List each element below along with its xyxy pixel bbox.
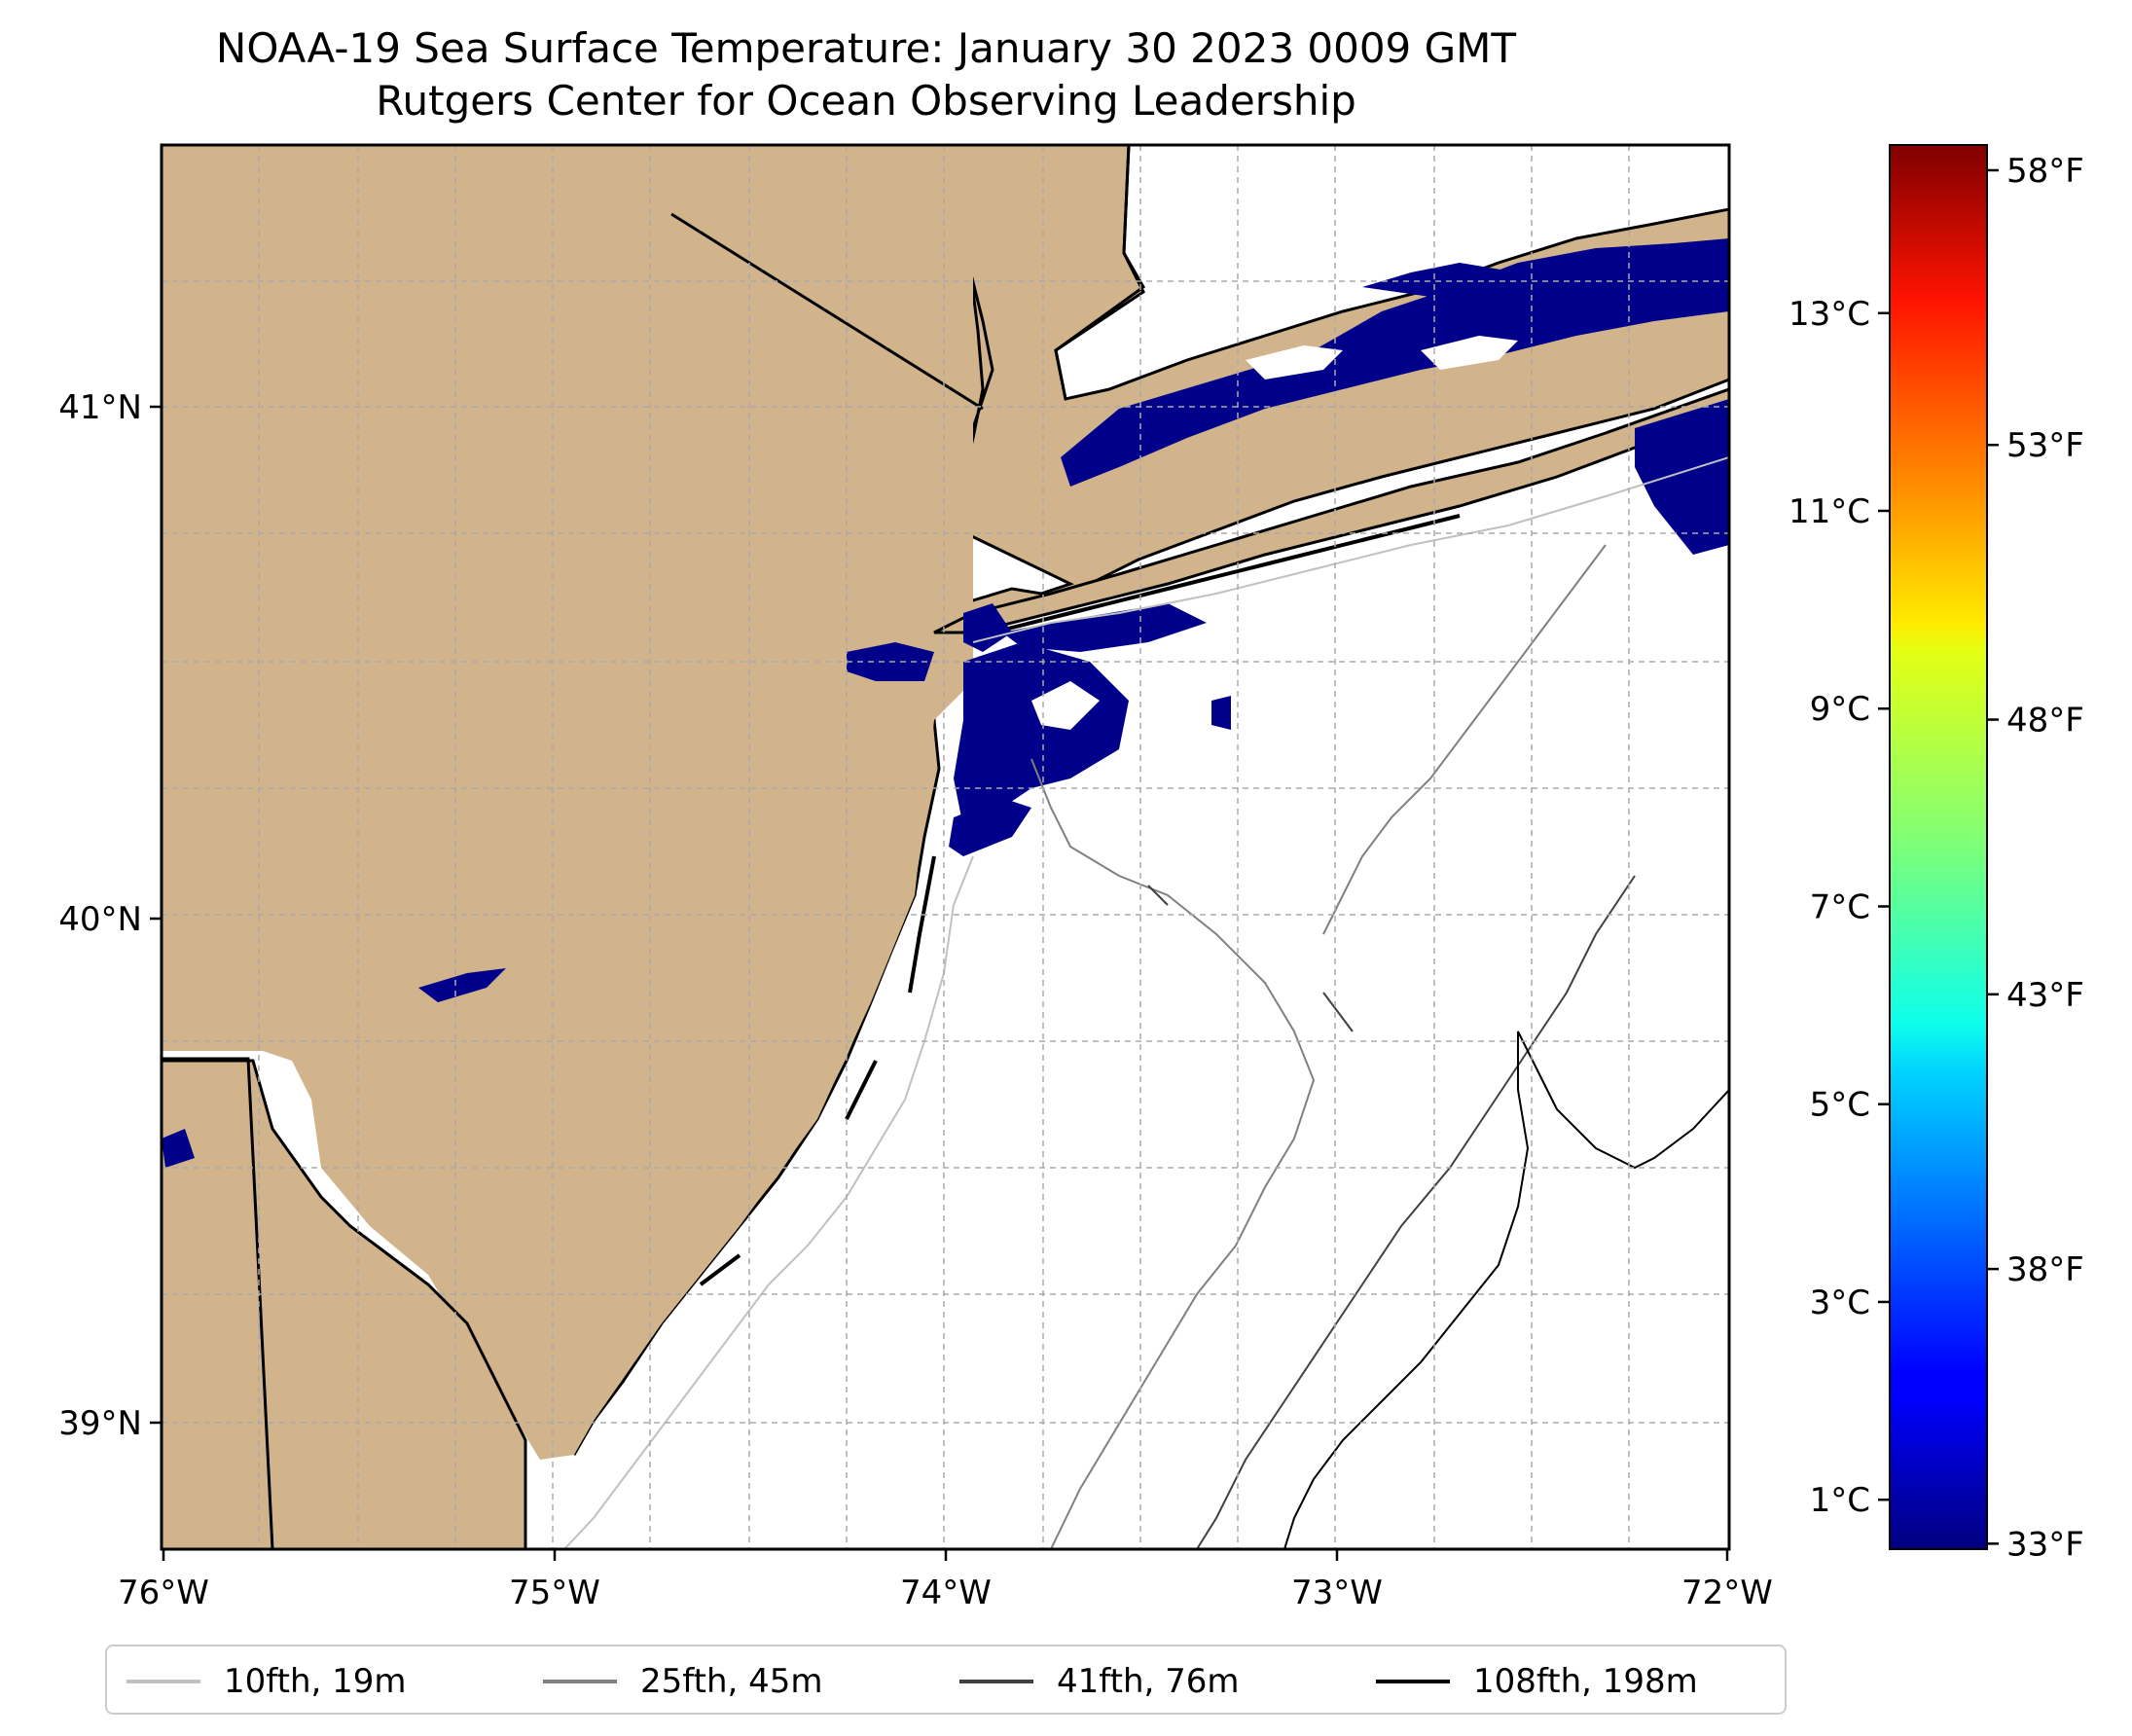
lat-tick-label: 39°N (58, 1404, 142, 1443)
contour-108fth (1283, 1031, 1729, 1549)
legend-item: 108fth, 198m (1376, 1646, 1698, 1717)
colorbar-fahrenheit-label: 43°F (2006, 976, 2084, 1015)
axis-ticks (150, 405, 1729, 1561)
legend-swatch (1376, 1680, 1450, 1683)
legend-item: 25fth, 45m (543, 1646, 823, 1717)
lon-tick-label: 72°W (1681, 1573, 1773, 1612)
colorbar (1889, 144, 1988, 1550)
colorbar-ticks: 13°C 11°C 9°C 7°C 5°C 3°C 1°C 58°F 53°F 48°F 43°F 3… (1789, 152, 2084, 1564)
colorbar-fahrenheit-label: 48°F (2006, 702, 2084, 741)
colorbar-fahrenheit-label: 38°F (2006, 1250, 2084, 1289)
colorbar-celsius-label: 9°C (1810, 690, 1870, 729)
colorbar-celsius-label: 7°C (1810, 887, 1870, 926)
contour-41fth (1147, 875, 1636, 1549)
legend-swatch (959, 1680, 1033, 1683)
lat-tick-label: 40°N (58, 900, 142, 939)
legend-label: 10fth, 19m (224, 1662, 407, 1701)
colorbar-celsius-label: 11°C (1789, 492, 1870, 531)
legend-swatch (126, 1680, 200, 1683)
colorbar-fahrenheit-label: 33°F (2006, 1525, 2084, 1564)
lon-tick-label: 75°W (509, 1573, 600, 1612)
contour-legend: 10fth, 19m 25fth, 45m 41fth, 76m 108fth,… (105, 1645, 1787, 1715)
colorbar-fahrenheit-label: 58°F (2006, 152, 2084, 191)
long-island (933, 387, 1729, 634)
land-west (162, 145, 973, 1460)
contour-25fth (1030, 544, 1607, 1549)
lon-tick-label: 73°W (1291, 1573, 1383, 1612)
colorbar-celsius-label: 13°C (1789, 295, 1870, 334)
lon-tick-label: 74°W (900, 1573, 992, 1612)
legend-label: 108fth, 198m (1473, 1662, 1698, 1701)
legend-swatch (543, 1680, 617, 1683)
legend-item: 10fth, 19m (126, 1646, 407, 1717)
sst-cold-patches (162, 238, 1729, 1168)
map-title: NOAA-19 Sea Surface Temperature: January… (215, 24, 1517, 72)
map-subtitle: Rutgers Center for Ocean Observing Leade… (376, 77, 1356, 125)
lat-tick-label: 41°N (58, 388, 142, 427)
sst-gaps (1031, 336, 1518, 730)
colorbar-fahrenheit-label: 53°F (2006, 426, 2084, 465)
colorbar-celsius-label: 5°C (1810, 1086, 1870, 1125)
colorbar-celsius-label: 3°C (1810, 1284, 1870, 1322)
colorbar-celsius-label: 1°C (1810, 1481, 1870, 1520)
lon-tick-label: 76°W (118, 1573, 209, 1612)
land-delmarva (162, 1059, 527, 1549)
state-borders (162, 145, 1145, 1549)
legend-item: 41fth, 76m (959, 1646, 1240, 1717)
legend-label: 41fth, 76m (1057, 1662, 1240, 1701)
map-gridlines (162, 145, 1729, 1549)
barrier-islands (699, 514, 1461, 1286)
legend-label: 25fth, 45m (640, 1662, 823, 1701)
contour-10fth (563, 456, 1729, 1549)
